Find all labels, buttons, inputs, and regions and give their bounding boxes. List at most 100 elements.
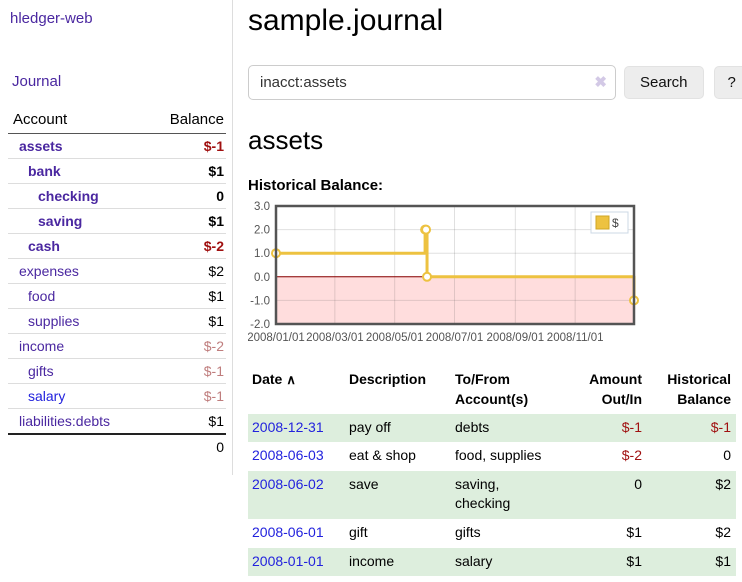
sidebar: hledger-web Journal Account Balance asse… [0, 0, 233, 475]
account-link-liabilities-debts[interactable]: liabilities:debts [19, 413, 111, 429]
svg-text:1.0: 1.0 [254, 248, 270, 260]
account-balance: $-1 [145, 358, 226, 384]
brand-link[interactable]: hledger-web [10, 10, 93, 27]
transaction-amount: $1 [626, 523, 642, 540]
search-button[interactable]: Search [624, 66, 704, 99]
svg-text:2008/01/01: 2008/01/01 [248, 332, 305, 344]
transaction-accounts: salary [455, 552, 493, 569]
transaction-description: pay off [349, 418, 391, 435]
transaction-balance: 0 [723, 447, 731, 464]
transaction-description: gift [349, 523, 368, 540]
register-row: 2008-12-31 pay off debts $-1 $-1 [248, 413, 736, 443]
svg-text:2.0: 2.0 [254, 225, 270, 237]
account-row: cash $-2 [8, 233, 226, 259]
account-balance: $1 [145, 308, 226, 334]
account-balance: $-1 [145, 383, 226, 409]
transaction-balance: $1 [715, 552, 731, 569]
account-balance: $-1 [203, 138, 224, 154]
account-row: gifts $-1 [8, 358, 226, 384]
chart-title: Historical Balance: [248, 177, 384, 194]
transaction-amount: $-2 [621, 447, 642, 464]
register-row: 2008-06-01 gift gifts $1 $2 [248, 519, 736, 548]
account-link-supplies[interactable]: supplies [28, 313, 80, 329]
register-row: 2008-06-02 save saving, checking 0 $2 [248, 470, 736, 519]
accounts-table: Account Balance assets $-1 bank $1 check… [8, 108, 226, 459]
transaction-balance: $2 [715, 523, 731, 540]
accounts-header-balance: Balance [145, 108, 226, 134]
transaction-accounts: food, supplies [455, 447, 542, 464]
account-balance: $1 [145, 283, 226, 309]
account-heading: assets [248, 125, 324, 155]
account-link-gifts[interactable]: gifts [28, 363, 54, 379]
register-table: Date ∧ Description To/From Account(s) Amo… [248, 367, 736, 577]
svg-text:2008/07/01: 2008/07/01 [426, 332, 484, 344]
account-link-bank[interactable]: bank [28, 163, 61, 179]
transaction-date-link[interactable]: 2008-01-01 [252, 552, 324, 569]
account-row: food $1 [8, 283, 226, 309]
account-balance: 0 [145, 183, 226, 209]
register-row: 2008-06-03 eat & shop food, supplies $-2… [248, 442, 736, 471]
transaction-accounts: gifts [455, 523, 481, 540]
transaction-accounts: saving, checking [455, 475, 511, 512]
accounts-total-value: 0 [145, 433, 226, 459]
page-title: sample.journal [248, 4, 444, 37]
search-form: ✖ Search ? [248, 65, 742, 100]
account-link-cash[interactable]: cash [28, 238, 60, 254]
register-header-balance: Historical Balance [667, 371, 731, 408]
transaction-balance: $-1 [710, 418, 731, 435]
transaction-amount: $-1 [621, 418, 642, 435]
account-link-assets[interactable]: assets [19, 138, 63, 154]
svg-text:-1.0: -1.0 [250, 295, 270, 307]
account-row: expenses $2 [8, 258, 226, 284]
main-content: sample.journal ✖ Search ? assets Histori… [233, 0, 742, 577]
search-help-button[interactable]: ? [713, 66, 742, 99]
account-row: bank $1 [8, 158, 226, 184]
transaction-amount: $1 [626, 552, 642, 569]
accounts-header-account: Account [8, 108, 146, 134]
account-row: supplies $1 [8, 308, 226, 334]
search-input[interactable] [248, 65, 616, 100]
register-header-description: Description [349, 371, 427, 387]
clear-search-icon[interactable]: ✖ [594, 74, 607, 91]
sidebar-item-journal[interactable]: Journal [12, 73, 62, 90]
transaction-description: income [349, 552, 395, 569]
account-balance: $-2 [145, 233, 226, 259]
account-link-saving[interactable]: saving [38, 213, 83, 229]
transaction-accounts: debts [455, 418, 490, 435]
svg-text:-2.0: -2.0 [250, 319, 270, 331]
register-header-accounts: To/From Account(s) [455, 371, 529, 408]
historical-balance-chart: $3.0 2.0 1.0 0.0 -1.0 -2.0 2008/01/01 2008/03/0… [248, 201, 742, 351]
account-balance: $1 [145, 408, 226, 434]
register-header-date[interactable]: Date ∧ [252, 371, 296, 387]
transaction-amount: 0 [634, 475, 642, 492]
svg-text:3.0: 3.0 [254, 201, 270, 213]
account-link-expenses[interactable]: expenses [19, 263, 79, 279]
transaction-date-link[interactable]: 2008-06-02 [252, 475, 324, 492]
svg-text:2008/03/01: 2008/03/01 [306, 332, 364, 344]
account-row: assets $-1 [8, 134, 226, 159]
account-link-salary[interactable]: salary [28, 388, 66, 404]
transaction-date-link[interactable]: 2008-12-31 [252, 418, 324, 435]
transaction-balance: $2 [715, 475, 731, 492]
transaction-description: save [349, 475, 379, 492]
account-link-income[interactable]: income [19, 338, 65, 354]
transaction-date-link[interactable]: 2008-06-01 [252, 523, 324, 540]
account-row: liabilities:debts $1 [8, 408, 226, 434]
account-balance: $1 [145, 208, 226, 234]
account-link-food[interactable]: food [28, 288, 56, 304]
register-row: 2008-01-01 income salary $1 $1 [248, 547, 736, 577]
account-balance: $1 [145, 158, 226, 184]
account-row: income $-2 [8, 333, 226, 359]
account-row: saving $1 [8, 208, 226, 234]
svg-text:0.0: 0.0 [254, 272, 270, 284]
account-row: checking 0 [8, 183, 226, 209]
account-balance: $-2 [145, 333, 226, 359]
transaction-date-link[interactable]: 2008-06-03 [252, 447, 324, 464]
svg-text:2008/11/01: 2008/11/01 [547, 332, 604, 344]
account-link-checking[interactable]: checking [38, 188, 99, 204]
svg-text:2008/09/01: 2008/09/01 [487, 332, 545, 344]
svg-text:2008/05/01: 2008/05/01 [366, 332, 424, 344]
svg-text:$: $ [612, 216, 619, 230]
account-balance: $2 [145, 258, 226, 284]
